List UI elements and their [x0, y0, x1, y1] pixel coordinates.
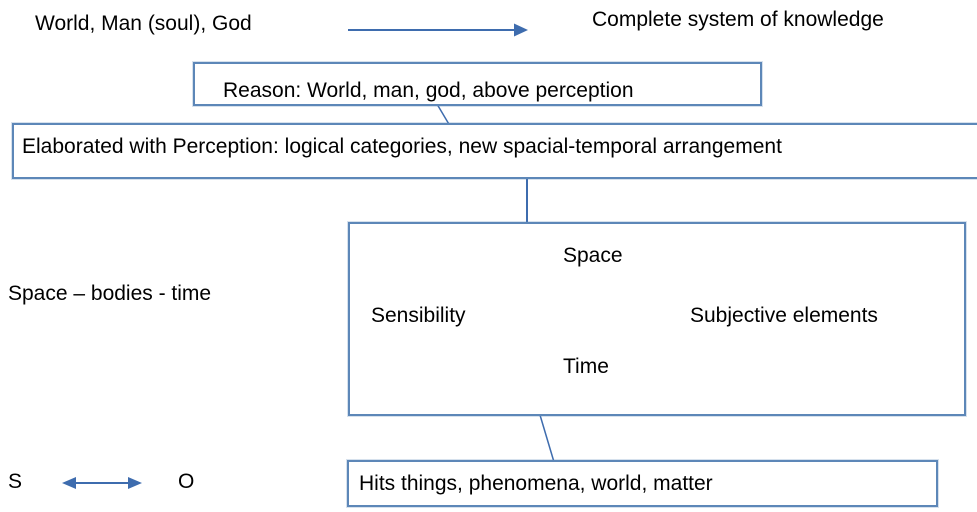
- sensibility-box-subjective-elements-label: Subjective elements: [690, 304, 878, 327]
- elaborated-box: Elaborated with Perception: logical cate…: [12, 123, 977, 179]
- connector-sensibility-hits: [539, 414, 555, 463]
- double-arrow-icon: [62, 477, 142, 489]
- object-label: O: [178, 470, 195, 493]
- space-bodies-time-label: Space – bodies - time: [8, 282, 212, 305]
- sensibility-box-sensibility-label: Sensibility: [371, 304, 466, 327]
- world-man-god-label: World, Man (soul), God: [35, 12, 252, 35]
- right-arrow-icon: [348, 23, 528, 37]
- sensibility-box-time-label: Time: [563, 355, 609, 378]
- hits-box: Hits things, phenomena, world, matter: [347, 460, 938, 507]
- subject-label: S: [8, 470, 23, 493]
- complete-system-label: Complete system of knowledge: [592, 8, 884, 31]
- sensibility-box-space-label: Space: [563, 244, 623, 267]
- hits-box-text: Hits things, phenomena, world, matter: [359, 472, 713, 495]
- elaborated-box-text: Elaborated with Perception: logical cate…: [22, 135, 782, 158]
- reason-box: Reason: World, man, god, above perceptio…: [193, 62, 762, 106]
- reason-box-text: Reason: World, man, god, above perceptio…: [223, 79, 634, 102]
- sensibility-box: Space Sensibility Subjective elements Ti…: [348, 222, 966, 416]
